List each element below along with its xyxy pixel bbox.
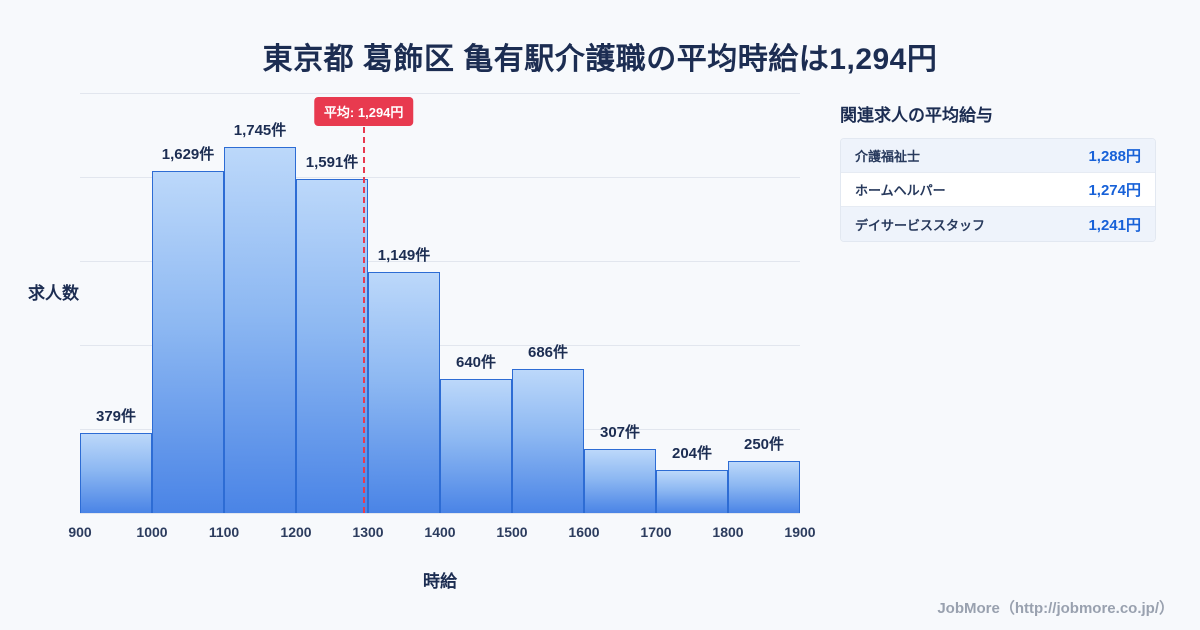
histogram-bar — [584, 448, 656, 513]
x-tick-label: 900 — [68, 524, 92, 540]
histogram-bar — [368, 271, 440, 513]
salary-row-value: 1,288円 — [1088, 148, 1141, 165]
bar-value-label: 1,591件 — [305, 153, 359, 171]
salary-row-label: デイサービススタッフ — [855, 217, 986, 233]
related-jobs-panel-title: 関連求人の平均給与 — [840, 106, 993, 125]
x-tick-label: 1200 — [280, 524, 312, 540]
x-tick-label: 1300 — [352, 524, 384, 540]
histogram-bar — [80, 433, 152, 513]
related-jobs-table: 介護福祉士 1,288円ホームヘルパー 1,274円デイサービススタッフ 1,241円 — [840, 138, 1156, 242]
gridline — [80, 513, 800, 514]
histogram-bar — [224, 146, 296, 513]
gridline — [80, 93, 800, 94]
y-axis-label: 求人数 — [28, 284, 79, 303]
x-tick-label: 1800 — [712, 524, 744, 540]
x-tick-label: 1100 — [208, 524, 240, 540]
bar-value-label: 379件 — [95, 408, 137, 426]
average-line — [362, 127, 365, 513]
histogram-bar — [512, 368, 584, 513]
histogram-bar — [656, 470, 728, 513]
salary-row-value: 1,241円 — [1088, 216, 1141, 234]
salary-row-label: 介護福祉士 — [855, 149, 921, 164]
gridline — [80, 345, 800, 346]
bar-value-label: 307件 — [599, 423, 641, 441]
bar-value-label: 1,629件 — [161, 145, 215, 163]
attribution-text: JobMore（http://jobmore.co.jp/） — [937, 600, 1174, 617]
x-tick-label: 1400 — [424, 524, 456, 540]
bar-value-label: 686件 — [527, 343, 569, 361]
x-tick-label: 1700 — [640, 524, 672, 540]
bar-value-label: 1,149件 — [377, 246, 431, 264]
gridline — [80, 261, 800, 262]
average-badge: 平均: 1,294円 — [313, 97, 414, 126]
x-tick-label: 1000 — [136, 524, 168, 540]
wage-histogram: 379件 1,629件 1,745件 1,591件 1,149件 640件 686件 307件… — [80, 93, 800, 514]
bar-value-label: 1,745件 — [233, 121, 287, 139]
salary-row-value: 1,274円 — [1088, 182, 1141, 199]
histogram-bar — [152, 170, 224, 513]
x-axis-ticks: 900 1000 1100 1200 1300 1400 1500 1600 1700 1800 1… — [68, 524, 815, 544]
bar-value-label: 250件 — [743, 435, 785, 453]
x-tick-label: 1600 — [568, 524, 600, 540]
bar-value-label: 204件 — [671, 445, 713, 463]
x-axis-label: 時給 — [423, 572, 457, 591]
histogram-bar — [440, 378, 512, 513]
salary-row: 介護福祉士 1,288円 — [841, 139, 1155, 173]
histogram-bar — [728, 460, 800, 513]
gridline — [80, 177, 800, 178]
x-tick-label: 1500 — [496, 524, 528, 540]
histogram-bar — [296, 178, 368, 513]
salary-row: デイサービススタッフ 1,241円 — [841, 207, 1155, 241]
page-title: 東京都 葛飾区 亀有駅介護職の平均時給は1,294円 — [262, 43, 938, 76]
salary-row: ホームヘルパー 1,274円 — [841, 173, 1155, 207]
bar-value-label: 640件 — [455, 353, 497, 371]
x-tick-label: 1900 — [784, 524, 816, 540]
salary-row-label: ホームヘルパー — [855, 183, 946, 198]
